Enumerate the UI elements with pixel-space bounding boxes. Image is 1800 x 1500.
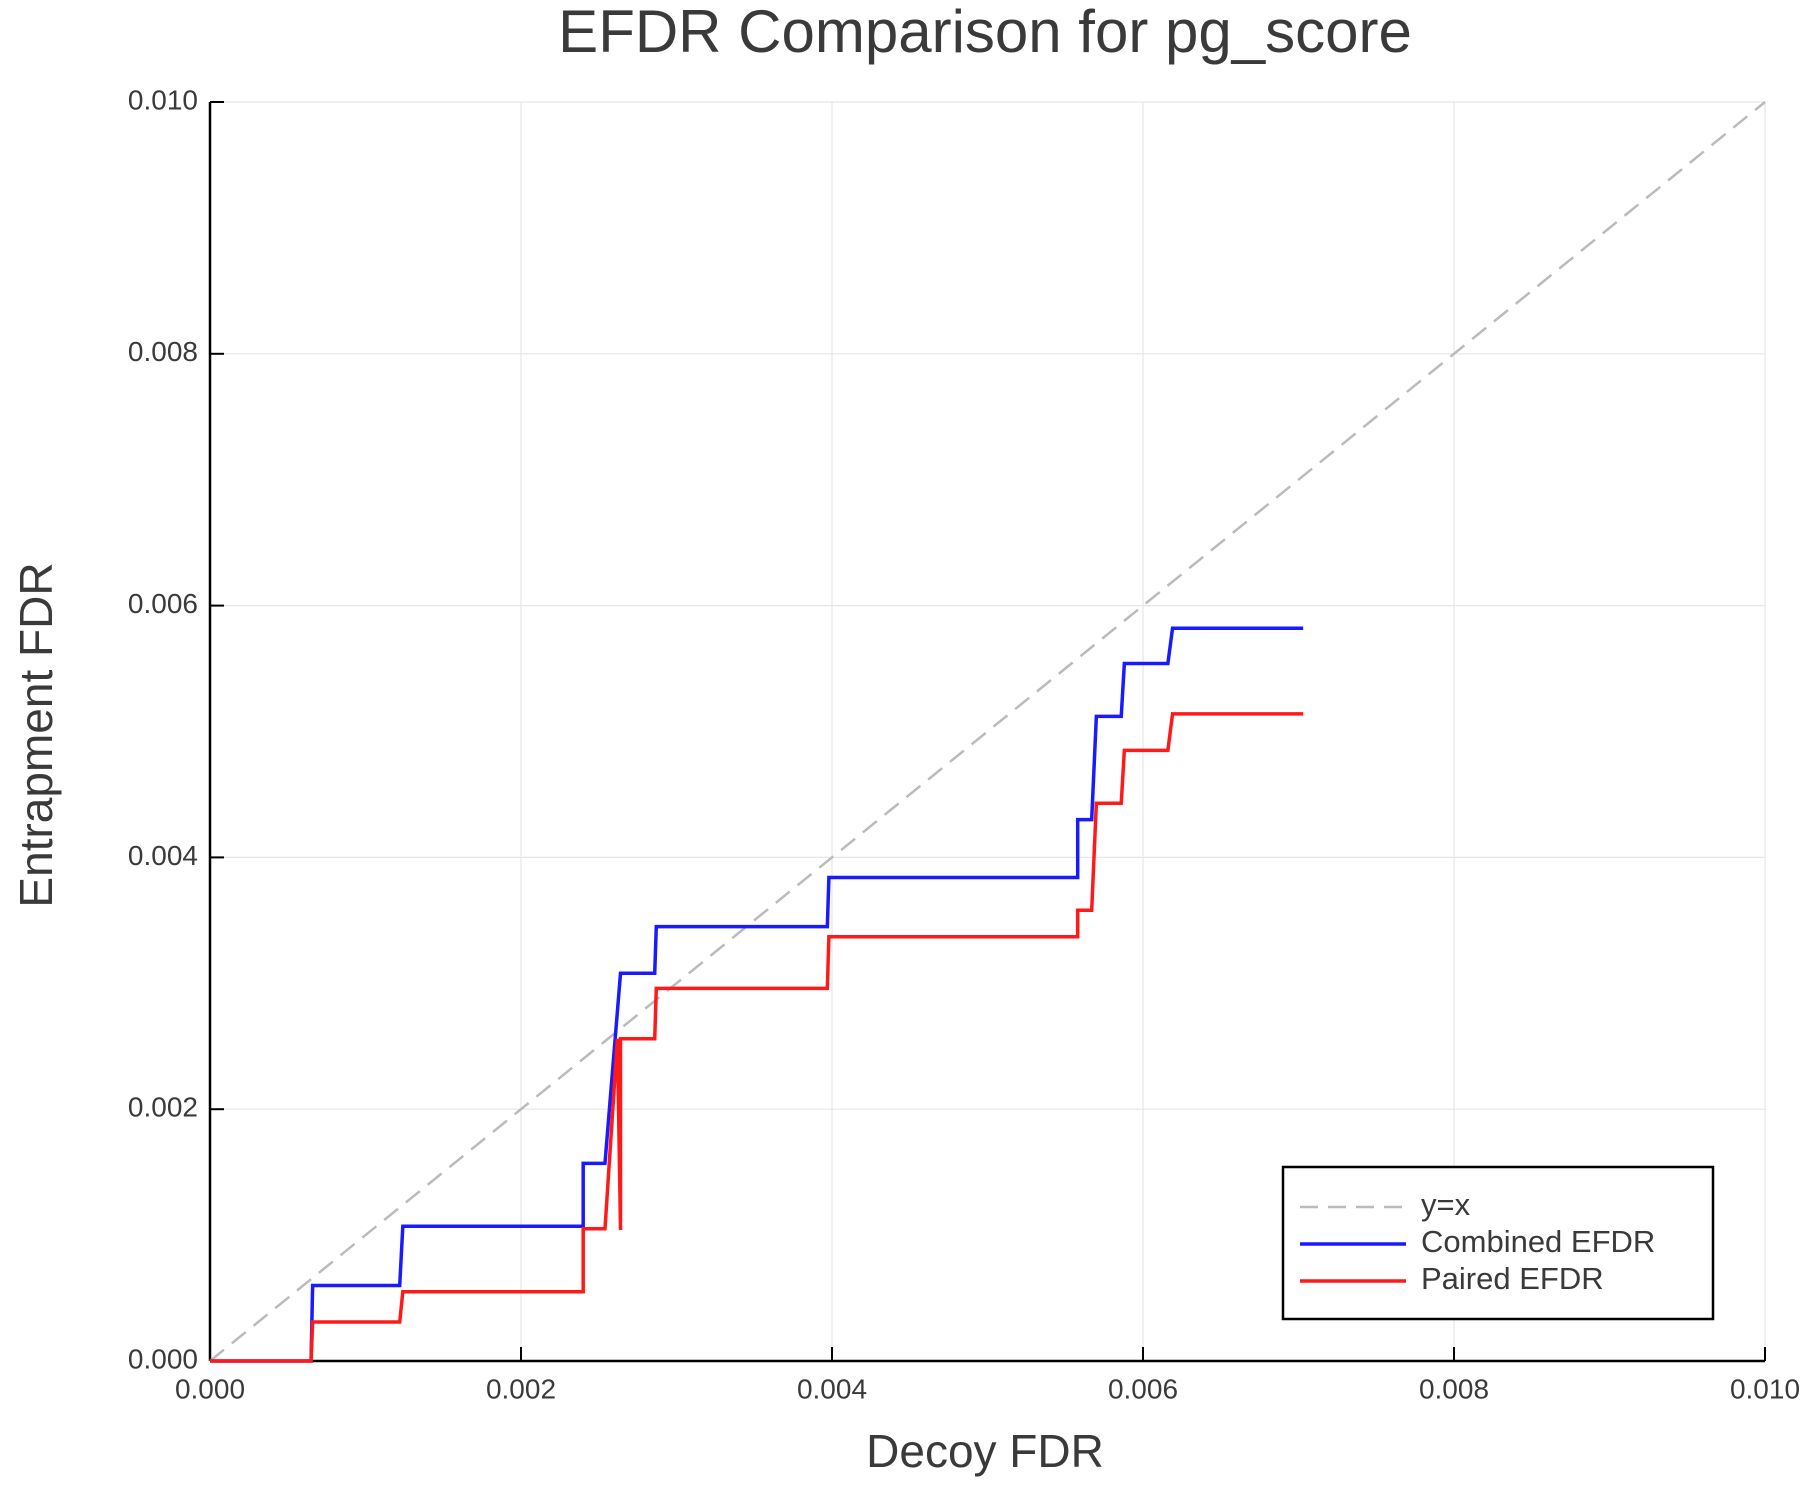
y-tick-label: 0.004: [128, 840, 198, 871]
y-axis-label: Entrapment FDR: [10, 562, 62, 907]
y-tick-label: 0.008: [128, 336, 198, 367]
legend-label: Combined EFDR: [1421, 1224, 1655, 1259]
x-tick-label: 0.000: [175, 1373, 245, 1404]
x-tick-label: 0.006: [1108, 1373, 1178, 1404]
chart-title: EFDR Comparison for pg_score: [558, 0, 1412, 65]
series-line: [210, 712, 1304, 1363]
legend-label: Paired EFDR: [1421, 1261, 1604, 1296]
legend-label: y=x: [1421, 1187, 1471, 1222]
series-line: [209, 101, 1766, 1362]
x-tick-label: 0.004: [797, 1373, 867, 1404]
y-tick-label: 0.000: [128, 1343, 198, 1374]
x-axis-label: Decoy FDR: [866, 1425, 1104, 1477]
x-tick-label: 0.008: [1419, 1373, 1489, 1404]
series-line: [210, 626, 1304, 1363]
x-tick-label: 0.002: [486, 1373, 556, 1404]
y-tick-label: 0.002: [128, 1092, 198, 1123]
y-tick-label: 0.010: [128, 84, 198, 115]
x-tick-label: 0.010: [1730, 1373, 1800, 1404]
y-tick-label: 0.006: [128, 588, 198, 619]
